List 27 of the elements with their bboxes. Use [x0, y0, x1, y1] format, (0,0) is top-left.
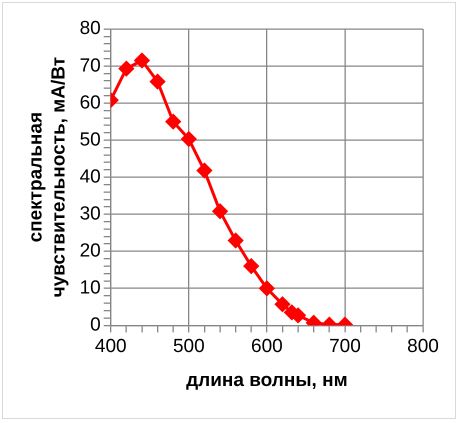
point — [244, 258, 259, 274]
point — [134, 52, 150, 68]
y-tick-label: 20 — [80, 240, 101, 262]
x-tick-label: 500 — [172, 336, 205, 358]
y-tick-label: 70 — [80, 55, 101, 76]
y-tick-label: 80 — [80, 18, 101, 40]
x-tick-label: 400 — [94, 336, 127, 358]
point — [118, 61, 134, 76]
point — [166, 114, 181, 130]
y-tick-label: 60 — [80, 92, 101, 114]
y-tick-label: 40 — [80, 166, 101, 188]
point — [150, 74, 166, 90]
x-axis-title: длина волны, нм — [186, 370, 348, 391]
y-axis-title: спектральная чувствительность, мА/Вт — [26, 56, 70, 298]
point — [228, 233, 244, 248]
point — [274, 296, 290, 312]
point — [259, 280, 274, 296]
y-tick-label: 30 — [80, 203, 101, 224]
y-tick-label: 10 — [80, 278, 101, 299]
x-tick-label: 800 — [407, 336, 439, 358]
point — [196, 163, 212, 178]
y-tick-label: 0 — [90, 314, 101, 336]
y-tick-label: 50 — [80, 129, 101, 150]
x-tick-label: 700 — [329, 336, 361, 358]
point — [181, 132, 196, 147]
point — [212, 204, 228, 219]
x-tick-label: 600 — [251, 336, 283, 358]
